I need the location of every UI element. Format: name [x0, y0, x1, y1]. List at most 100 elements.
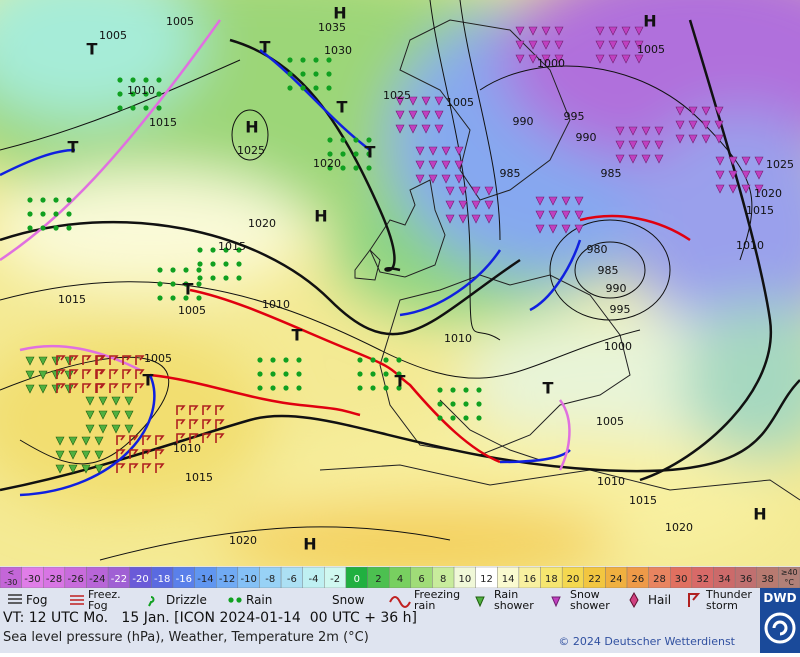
rain-symbol [196, 295, 202, 301]
snow-symbol [714, 106, 724, 116]
snow-symbol [548, 196, 558, 206]
rain-symbol [450, 387, 456, 393]
pressure-center: H [753, 505, 766, 524]
isobar-label: 1000 [604, 340, 632, 353]
logo-swirl [772, 620, 788, 636]
legend-label: Thunder [705, 588, 752, 601]
rain-symbol [463, 401, 469, 407]
snow-symbol [574, 224, 584, 234]
description: Sea level pressure (hPa), Weather, Tempe… [3, 630, 369, 645]
legend-label: Snow [570, 588, 600, 601]
rain-symbol [270, 385, 276, 391]
rain-symbol [157, 267, 163, 273]
rain-symbol [287, 71, 293, 77]
rain-symbol [326, 57, 332, 63]
rain-symbol [236, 247, 242, 253]
shower-symbol [81, 464, 91, 474]
snow-symbol [634, 54, 644, 64]
shower-symbol [64, 370, 74, 380]
rain-symbol [450, 415, 456, 421]
snow-symbol [528, 54, 538, 64]
shower-symbol [98, 410, 108, 420]
legend-icon [236, 597, 242, 603]
color-bar: <-30 -30 -28 -26 -24 -22 -20 -18 -16 -14 -12 -10 -8-… [0, 566, 800, 589]
rain-symbol [210, 275, 216, 281]
isobar-label: 990 [606, 282, 627, 295]
isobar-label: 1015 [629, 494, 657, 507]
pressure-center: T [183, 280, 194, 299]
rain-symbol [357, 357, 363, 363]
snow-symbol [445, 214, 455, 224]
rain-symbol [340, 137, 346, 143]
rain-symbol [130, 91, 136, 97]
snow-symbol [535, 196, 545, 206]
rain-symbol [353, 165, 359, 171]
rain-symbol [157, 281, 163, 287]
snow-symbol [554, 26, 564, 36]
rain-symbol [396, 357, 402, 363]
thunder-symbol [202, 419, 212, 429]
legend-icon [551, 596, 561, 608]
color-label: -30 [24, 574, 40, 585]
snow-symbol [408, 110, 418, 120]
color-label: °C [784, 578, 794, 587]
snow-symbol [595, 54, 605, 64]
legend-icon [475, 596, 485, 608]
isobar-label: 1030 [324, 44, 352, 57]
shower-symbol [111, 396, 121, 406]
isobar-label: 1005 [637, 43, 665, 56]
snow-symbol [754, 156, 764, 166]
rain-symbol [383, 385, 389, 391]
snow-symbol [428, 174, 438, 184]
snow-symbol [484, 200, 494, 210]
thunder-symbol [129, 449, 139, 459]
isobar-label: 1015 [149, 116, 177, 129]
shower-symbol [111, 424, 121, 434]
shower-symbol [94, 464, 104, 474]
color-label: -30 [4, 578, 17, 587]
shower-symbol [111, 410, 121, 420]
snow-symbol [641, 140, 651, 150]
thunder-symbol [155, 435, 165, 445]
color-label: -8 [265, 574, 275, 585]
snow-symbol [621, 54, 631, 64]
legend-label: Freez. [88, 588, 121, 601]
rain-symbol [210, 261, 216, 267]
rain-symbol [283, 357, 289, 363]
pressure-center: H [245, 118, 258, 137]
shower-symbol [124, 396, 134, 406]
legend-icon [228, 597, 234, 603]
thunder-symbol [95, 369, 105, 379]
rain-symbol [370, 385, 376, 391]
thunder-symbol [82, 355, 92, 365]
snow-symbol [615, 154, 625, 164]
rain-symbol [437, 415, 443, 421]
weather-symbols [25, 26, 764, 474]
rain-symbol [296, 371, 302, 377]
rain-symbol [143, 91, 149, 97]
isobar-label: 995 [610, 303, 631, 316]
rain-symbol [170, 267, 176, 273]
snow-symbol [421, 124, 431, 134]
snow-symbol [471, 186, 481, 196]
color-label: -4 [309, 574, 319, 585]
color-label: -14 [197, 574, 213, 585]
legend-label: Rain [494, 588, 518, 601]
snow-symbol [561, 224, 571, 234]
snow-symbol [471, 200, 481, 210]
rain-symbol [476, 415, 482, 421]
snow-symbol [484, 214, 494, 224]
thunder-symbol [142, 463, 152, 473]
snow-symbol [441, 146, 451, 156]
color-label: 38 [761, 574, 774, 585]
isobar-label: 1020 [313, 157, 341, 170]
logo-text: DWD [763, 591, 796, 605]
isobar-label: 1020 [665, 521, 693, 534]
rain-symbol [257, 371, 263, 377]
snow-symbol [395, 96, 405, 106]
thunder-symbol [69, 355, 79, 365]
rain-symbol [183, 267, 189, 273]
color-label: ≥40 [781, 568, 798, 577]
shower-symbol [55, 464, 65, 474]
snow-symbol [675, 120, 685, 130]
